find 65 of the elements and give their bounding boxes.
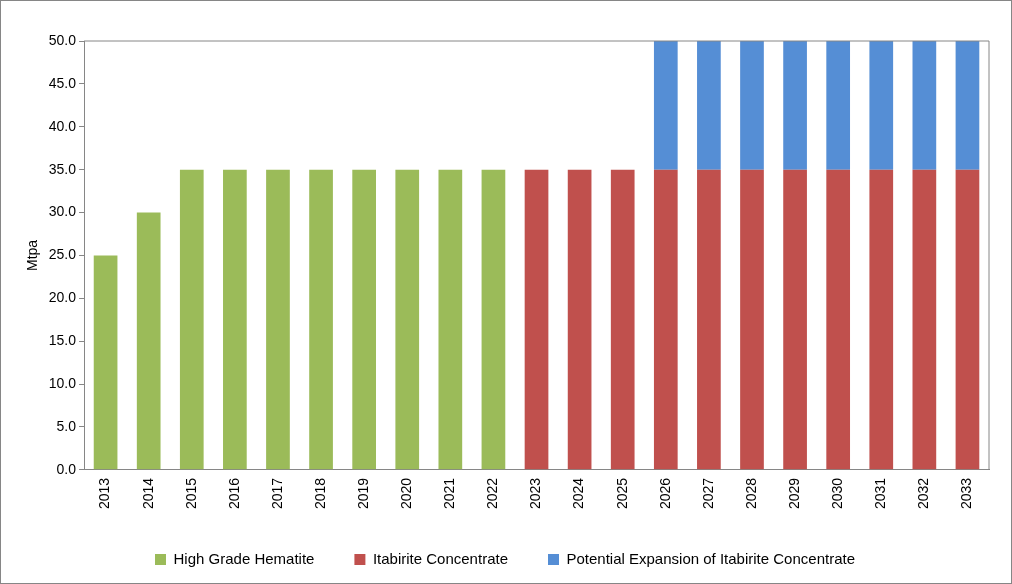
bar (93, 255, 118, 470)
x-tick-label: 2032 (915, 477, 932, 510)
bar (783, 41, 807, 170)
bar (481, 169, 506, 470)
y-tick-label: 25.0 (48, 246, 77, 263)
bar (610, 169, 635, 470)
legend-label: Potential Expansion of Itabirite Concentrate (566, 549, 855, 567)
bar (653, 169, 678, 470)
bar (438, 169, 463, 470)
bar (955, 169, 980, 470)
legend-label: Itabirite Concentrate (372, 549, 508, 567)
y-tick-label: 50.0 (48, 31, 77, 48)
x-tick-label: 2021 (441, 477, 458, 510)
x-tick-label: 2025 (613, 477, 630, 510)
x-tick-label: 2026 (656, 477, 673, 510)
y-tick-label: 30.0 (48, 203, 77, 220)
x-tick-label: 2031 (872, 477, 889, 510)
x-tick-label: 2016 (225, 477, 242, 510)
bar (955, 41, 980, 170)
bar (740, 169, 764, 470)
x-tick-label: 2033 (958, 477, 975, 510)
x-tick-label: 2014 (139, 477, 156, 510)
x-tick-label: 2013 (96, 477, 113, 510)
legend-label: High Grade Hematite (173, 549, 315, 567)
bar (309, 169, 333, 470)
y-tick-label: 40.0 (48, 117, 77, 134)
x-tick-label: 2015 (182, 477, 199, 510)
x-tick-label: 2020 (398, 477, 415, 510)
bar (783, 169, 807, 470)
bar (697, 169, 721, 470)
y-tick-label: 5.0 (56, 417, 77, 434)
x-tick-label: 2019 (355, 477, 372, 510)
x-tick-label: 2030 (829, 477, 846, 510)
x-tick-label: 2029 (785, 477, 802, 510)
x-tick-label: 2017 (268, 477, 285, 510)
y-tick-label: 15.0 (48, 332, 77, 349)
bar (136, 212, 161, 470)
bar (740, 41, 764, 170)
bar (826, 41, 851, 170)
bar (266, 169, 290, 470)
bar (912, 169, 937, 470)
bar (826, 169, 851, 470)
x-tick-label: 2018 (311, 477, 328, 510)
bar (653, 41, 678, 170)
bar (869, 41, 894, 170)
bar (179, 169, 204, 470)
x-tick-label: 2024 (570, 477, 587, 510)
bar (869, 169, 894, 470)
bar (697, 41, 721, 170)
x-tick-label: 2028 (742, 477, 759, 510)
y-tick-label: 20.0 (48, 289, 77, 306)
bar (524, 169, 549, 470)
bar (395, 169, 420, 470)
y-tick-label: 45.0 (48, 74, 77, 91)
x-tick-label: 2022 (484, 477, 501, 510)
y-tick-label: 0.0 (56, 460, 77, 477)
y-axis-title: Mtpa (24, 239, 41, 271)
bar (912, 41, 937, 170)
bar (352, 169, 376, 470)
x-tick-label: 2027 (699, 477, 716, 510)
y-tick-label: 10.0 (48, 374, 77, 391)
y-tick-label: 35.0 (48, 160, 77, 177)
bar (223, 169, 247, 470)
x-tick-label: 2023 (527, 477, 544, 510)
bar (567, 169, 592, 470)
